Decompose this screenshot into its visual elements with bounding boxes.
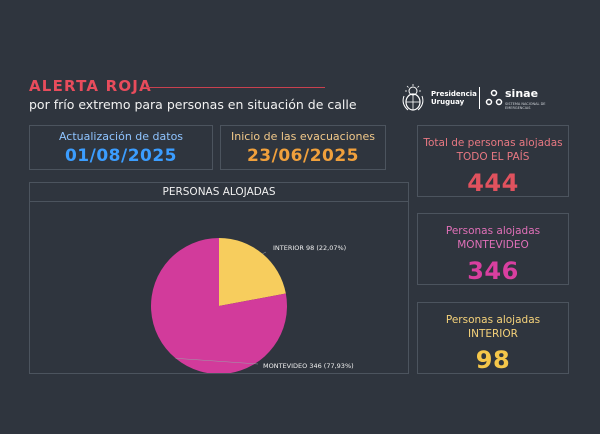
uruguay-shield-icon [402, 84, 424, 111]
montevideo-value: 346 [467, 257, 519, 285]
interior-card: Personas alojadas INTERIOR 98 [417, 302, 569, 374]
evacuation-card: Inicio de las evacuaciones 23/06/2025 [220, 125, 386, 170]
total-card: Total de personas alojadas TODO EL PAÍS … [417, 125, 569, 197]
update-label: Actualización de datos [58, 130, 184, 143]
interior-value: 98 [475, 346, 511, 374]
interior-sub: INTERIOR [468, 328, 518, 340]
update-card: Actualización de datos 01/08/2025 [29, 125, 213, 170]
page-subtitle: por frío extremo para personas en situac… [29, 97, 357, 112]
pie-leader-montevideo [175, 358, 259, 365]
pie-chart: INTERIOR 98 (22,07%) MONTEVIDEO 346 (77,9… [151, 238, 354, 373]
total-label: Total de personas alojadas [423, 137, 563, 149]
presidencia-line2: Uruguay [431, 98, 465, 106]
chart-title: PERSONAS ALOJADAS [162, 186, 276, 198]
logo-divider [479, 87, 480, 109]
pie-label-montevideo: MONTEVIDEO 346 (77,93%) [263, 362, 354, 370]
montevideo-sub: MONTEVIDEO [457, 239, 529, 251]
pie-chart-panel: PERSONAS ALOJADAS INTERIOR 98 (22,07%) MO… [29, 182, 409, 374]
pie-slice-montevideo[interactable] [151, 238, 287, 373]
pie-slice-interior[interactable] [219, 238, 286, 306]
total-sub: TODO EL PAÍS [456, 151, 530, 163]
presidencia-logo-text: Presidencia Uruguay [431, 90, 477, 106]
page-title: ALERTA ROJA [29, 77, 152, 95]
sinae-subtext: SISTEMA NACIONAL DE EMERGENCIAS [505, 102, 546, 110]
title-underline [143, 87, 325, 88]
sinae-logo-text: sinae [505, 87, 539, 100]
evacuation-value: 23/06/2025 [246, 146, 360, 166]
chart-title-divider [30, 201, 408, 202]
update-value: 01/08/2025 [64, 146, 178, 166]
evacuation-label: Inicio de las evacuaciones [231, 130, 375, 143]
pie-leader-interior [262, 251, 267, 254]
presidencia-line1: Presidencia [431, 90, 477, 98]
sinae-logo-icon [485, 89, 503, 106]
logos: Presidencia Uruguay sinae SISTEMA NACION… [399, 82, 569, 112]
total-value: 444 [467, 169, 519, 197]
montevideo-label: Personas alojadas [445, 225, 541, 237]
interior-label: Personas alojadas [445, 314, 541, 326]
montevideo-card: Personas alojadas MONTEVIDEO 346 [417, 213, 569, 285]
pie-label-interior: INTERIOR 98 (22,07%) [273, 244, 346, 252]
